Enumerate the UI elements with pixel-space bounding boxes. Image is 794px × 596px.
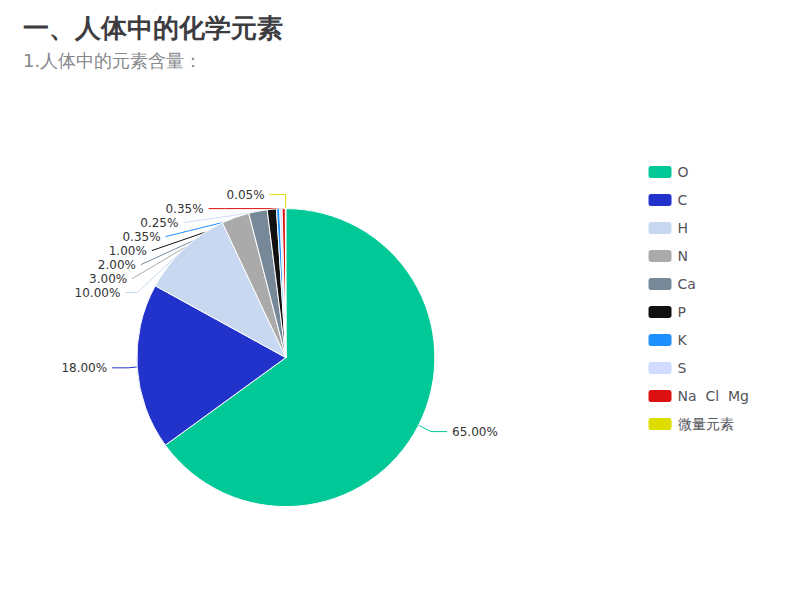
svg-text:18.00%: 18.00% bbox=[61, 361, 107, 375]
svg-text:N: N bbox=[678, 248, 688, 264]
svg-text:K: K bbox=[678, 332, 688, 348]
svg-text:2.00%: 2.00% bbox=[98, 258, 136, 272]
svg-text:65.00%: 65.00% bbox=[452, 425, 498, 439]
svg-text:P: P bbox=[678, 304, 686, 320]
svg-text:Ca: Ca bbox=[678, 276, 696, 292]
svg-text:0.35%: 0.35% bbox=[165, 202, 203, 216]
svg-text:0.35%: 0.35% bbox=[122, 230, 160, 244]
svg-text:0.05%: 0.05% bbox=[226, 188, 264, 202]
svg-text:10.00%: 10.00% bbox=[75, 286, 121, 300]
svg-text:Na Cl Mg: Na Cl Mg bbox=[678, 388, 749, 404]
svg-text:O: O bbox=[678, 164, 689, 180]
svg-text:1.00%: 1.00% bbox=[109, 244, 147, 258]
svg-text:一、人体中的化学元素: 一、人体中的化学元素 bbox=[23, 13, 283, 43]
svg-text:S: S bbox=[678, 360, 687, 376]
svg-text:3.00%: 3.00% bbox=[89, 272, 127, 286]
svg-text:微量元素: 微量元素 bbox=[678, 416, 734, 432]
svg-text:H: H bbox=[678, 220, 689, 236]
svg-text:1.人体中的元素含量：: 1.人体中的元素含量： bbox=[23, 50, 202, 71]
svg-text:0.25%: 0.25% bbox=[140, 216, 178, 230]
svg-text:C: C bbox=[678, 192, 688, 208]
